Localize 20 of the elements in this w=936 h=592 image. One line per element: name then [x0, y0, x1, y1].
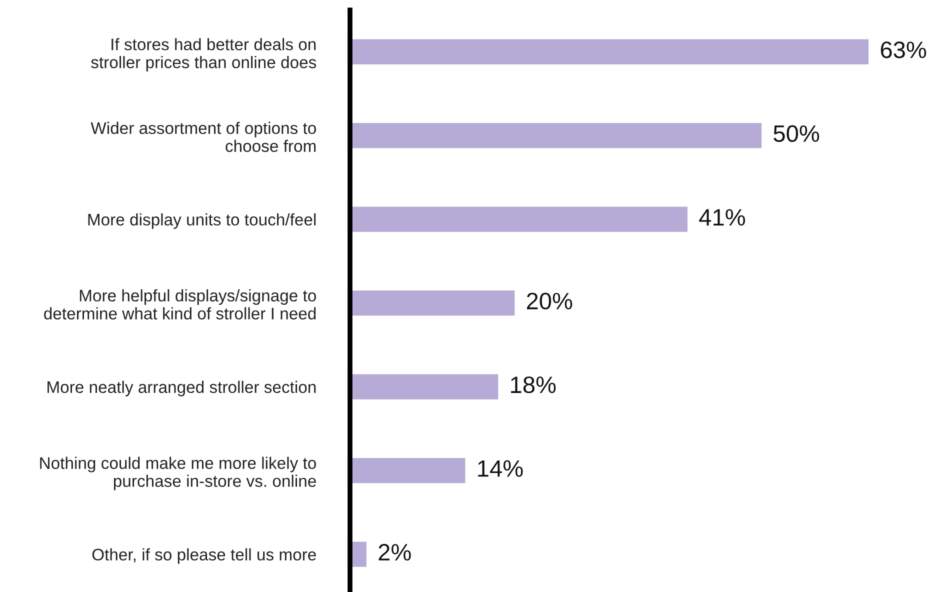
y-tick-label: Nothing could make me more likely to purchase in-store vs. online: [40, 456, 316, 490]
bar: [350, 290, 515, 316]
y-tick-label: More display units to touch/feel: [88, 213, 316, 229]
y-tick-label: More neatly arranged stroller section: [48, 380, 316, 396]
y-tick-label: More helpful displays/signage to determine what kind of stroller I need: [44, 289, 316, 320]
data-label: 63%: [880, 41, 926, 58]
bar: [350, 123, 762, 148]
data-label: 14%: [478, 460, 523, 477]
y-tick-label: Other, if so please tell us more: [92, 548, 316, 564]
bar: [350, 206, 688, 232]
y-tick-label: Wider assortment of options to choose from: [90, 122, 316, 152]
data-label: 20%: [526, 292, 572, 310]
bar: [350, 39, 869, 64]
data-label: 50%: [774, 125, 820, 142]
y-tick-label: If stores had better deals on stroller prices than online does: [91, 38, 316, 72]
bar: [350, 458, 466, 484]
data-label: 41%: [699, 209, 746, 226]
bar: [350, 374, 498, 400]
data-label: 18%: [511, 376, 556, 394]
data-label: 2%: [378, 544, 411, 561]
